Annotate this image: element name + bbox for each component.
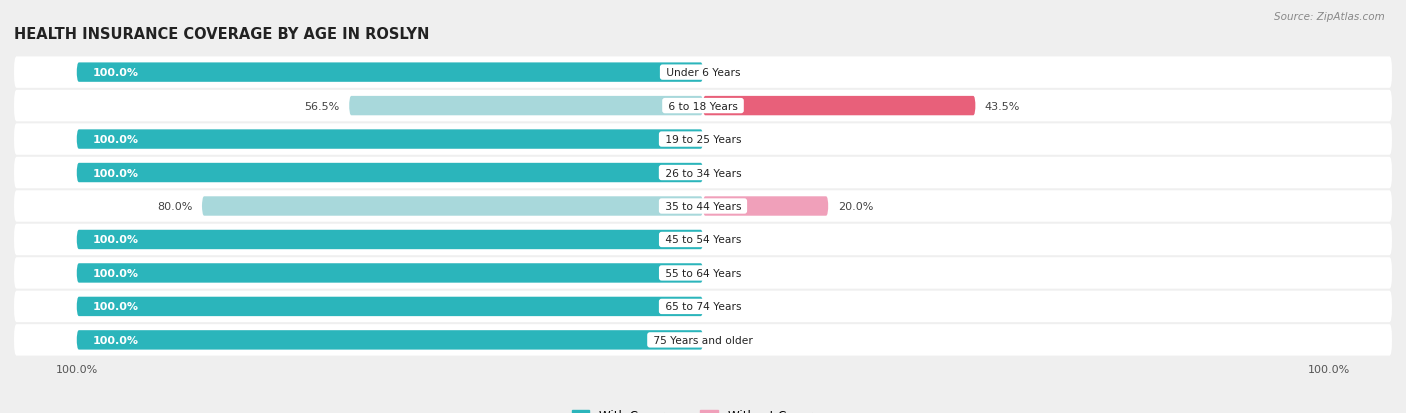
FancyBboxPatch shape bbox=[14, 291, 1392, 323]
Legend: With Coverage, Without Coverage: With Coverage, Without Coverage bbox=[567, 404, 839, 413]
Text: 0.0%: 0.0% bbox=[718, 168, 747, 178]
FancyBboxPatch shape bbox=[14, 191, 1392, 222]
Text: 55 to 64 Years: 55 to 64 Years bbox=[662, 268, 744, 278]
Text: 100.0%: 100.0% bbox=[56, 364, 98, 374]
Text: 6 to 18 Years: 6 to 18 Years bbox=[665, 101, 741, 112]
FancyBboxPatch shape bbox=[14, 57, 1392, 89]
Text: 20.0%: 20.0% bbox=[838, 202, 873, 211]
Text: 0.0%: 0.0% bbox=[718, 235, 747, 245]
Text: 43.5%: 43.5% bbox=[984, 101, 1021, 112]
Text: 100.0%: 100.0% bbox=[93, 168, 138, 178]
FancyBboxPatch shape bbox=[14, 157, 1392, 189]
FancyBboxPatch shape bbox=[14, 90, 1392, 122]
Text: 0.0%: 0.0% bbox=[718, 335, 747, 345]
Text: 19 to 25 Years: 19 to 25 Years bbox=[662, 135, 744, 145]
FancyBboxPatch shape bbox=[703, 97, 976, 116]
Text: 75 Years and older: 75 Years and older bbox=[650, 335, 756, 345]
FancyBboxPatch shape bbox=[703, 197, 828, 216]
Text: 100.0%: 100.0% bbox=[93, 301, 138, 312]
Text: 45 to 54 Years: 45 to 54 Years bbox=[662, 235, 744, 245]
Text: 56.5%: 56.5% bbox=[305, 101, 340, 112]
Text: 100.0%: 100.0% bbox=[93, 268, 138, 278]
Text: 26 to 34 Years: 26 to 34 Years bbox=[661, 168, 745, 178]
Text: 35 to 44 Years: 35 to 44 Years bbox=[662, 202, 744, 211]
FancyBboxPatch shape bbox=[202, 197, 703, 216]
FancyBboxPatch shape bbox=[14, 124, 1392, 155]
Text: 0.0%: 0.0% bbox=[718, 135, 747, 145]
Text: 0.0%: 0.0% bbox=[718, 68, 747, 78]
FancyBboxPatch shape bbox=[14, 324, 1392, 356]
Text: 0.0%: 0.0% bbox=[718, 301, 747, 312]
FancyBboxPatch shape bbox=[77, 63, 703, 83]
FancyBboxPatch shape bbox=[77, 297, 703, 316]
Text: 100.0%: 100.0% bbox=[93, 135, 138, 145]
FancyBboxPatch shape bbox=[349, 97, 703, 116]
Text: 100.0%: 100.0% bbox=[1308, 364, 1350, 374]
FancyBboxPatch shape bbox=[77, 164, 703, 183]
FancyBboxPatch shape bbox=[14, 224, 1392, 256]
FancyBboxPatch shape bbox=[14, 258, 1392, 289]
Text: HEALTH INSURANCE COVERAGE BY AGE IN ROSLYN: HEALTH INSURANCE COVERAGE BY AGE IN ROSL… bbox=[14, 26, 429, 41]
Text: 100.0%: 100.0% bbox=[93, 335, 138, 345]
Text: Source: ZipAtlas.com: Source: ZipAtlas.com bbox=[1274, 12, 1385, 22]
Text: 0.0%: 0.0% bbox=[718, 268, 747, 278]
Text: 80.0%: 80.0% bbox=[157, 202, 193, 211]
Text: 100.0%: 100.0% bbox=[93, 235, 138, 245]
Text: 100.0%: 100.0% bbox=[93, 68, 138, 78]
Text: Under 6 Years: Under 6 Years bbox=[662, 68, 744, 78]
FancyBboxPatch shape bbox=[77, 230, 703, 249]
FancyBboxPatch shape bbox=[77, 263, 703, 283]
FancyBboxPatch shape bbox=[77, 330, 703, 350]
FancyBboxPatch shape bbox=[77, 130, 703, 150]
Text: 65 to 74 Years: 65 to 74 Years bbox=[662, 301, 744, 312]
